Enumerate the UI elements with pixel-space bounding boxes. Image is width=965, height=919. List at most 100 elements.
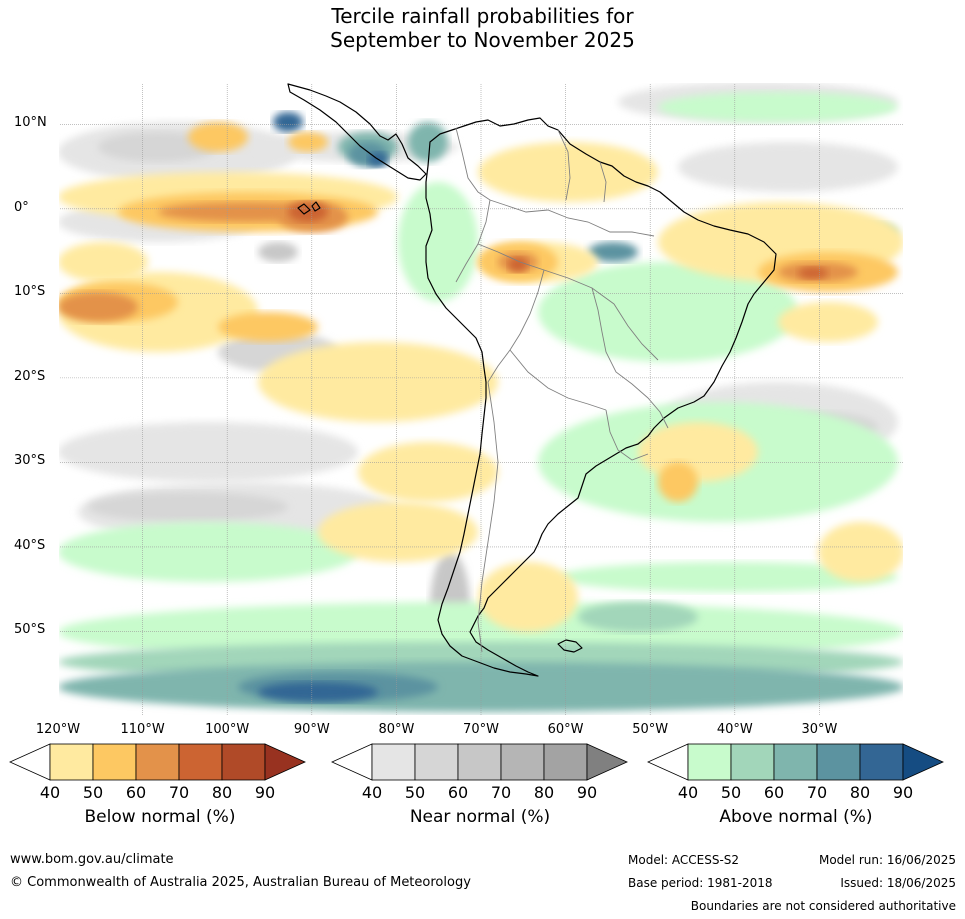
latitude-label: 10°N	[14, 115, 47, 131]
probability-patch	[188, 122, 248, 152]
legend-swatch	[859, 743, 904, 781]
legend-swatch	[730, 743, 775, 781]
footer-model: Model: ACCESS-S2	[628, 853, 740, 867]
graticule	[58, 82, 904, 716]
probability-patch	[658, 92, 898, 122]
probability-patch	[588, 242, 638, 262]
map-title-line1: Tercile rainfall probabilities for	[331, 4, 634, 28]
legend-swatch	[178, 743, 223, 781]
probability-patch	[508, 257, 528, 272]
probability-patch	[678, 142, 898, 192]
longitude-label: 30°W	[801, 722, 838, 737]
legend-upper-arrow	[264, 743, 306, 781]
probability-patch	[88, 492, 288, 522]
legend-tick-label: 50	[720, 783, 742, 802]
coastlines	[287, 83, 777, 677]
legend-tick-label: 90	[254, 783, 276, 802]
legend-near-normal	[331, 743, 628, 781]
latitude-label: 20°S	[14, 368, 46, 384]
probability-patch	[638, 422, 758, 482]
probability-patch	[273, 112, 303, 132]
legend-tick-label: 40	[677, 783, 699, 802]
longitude-label: 80°W	[378, 722, 415, 737]
probability-patch	[358, 442, 498, 502]
rainfall-map	[58, 82, 904, 716]
footer-url[interactable]: www.bom.gov.au/climate	[10, 852, 174, 867]
legend-tick-label: 50	[82, 783, 104, 802]
probability-patch	[318, 502, 478, 562]
latitude-label: 40°S	[14, 537, 46, 553]
probability-patch	[778, 302, 878, 342]
legend-tick-label: 70	[168, 783, 190, 802]
legend-swatch	[135, 743, 180, 781]
legend-swatch	[457, 743, 502, 781]
footer-model-run: Model run: 16/06/2025	[818, 853, 956, 867]
footer-issued: Issued: 18/06/2025	[840, 876, 956, 890]
longitude-label: 100°W	[205, 722, 250, 737]
legend-near-normal-title: Near normal (%)	[409, 807, 551, 827]
probability-patch	[258, 342, 498, 422]
longitude-label: 120°W	[35, 722, 81, 737]
legend-upper-arrow	[586, 743, 628, 781]
legend-below-normal-title: Below normal (%)	[84, 807, 236, 827]
probability-patch	[258, 682, 378, 702]
legend-swatch	[687, 743, 732, 781]
probability-patch	[58, 422, 358, 482]
legend-below-normal	[9, 743, 306, 781]
probability-patch	[98, 132, 218, 162]
latitude-label: 10°S	[14, 284, 46, 300]
legend-swatch	[543, 743, 588, 781]
legend-tick-label: 50	[404, 783, 426, 802]
longitude-label: 60°W	[547, 722, 584, 737]
legend-tick-label: 40	[361, 783, 383, 802]
legend-tick-label: 80	[211, 783, 233, 802]
legend-swatch	[773, 743, 818, 781]
legend-upper-arrow	[902, 743, 944, 781]
probability-patch	[58, 242, 148, 282]
probability-patch	[558, 562, 898, 592]
probability-patch	[658, 462, 698, 502]
legend-swatch	[92, 743, 137, 781]
longitude-label: 50°W	[632, 722, 669, 737]
country-borders	[455, 127, 669, 653]
legend-tick-label: 40	[39, 783, 61, 802]
legend-swatch	[816, 743, 861, 781]
legend-tick-label: 70	[806, 783, 828, 802]
legend-swatch	[414, 743, 459, 781]
legend-swatch	[221, 743, 266, 781]
legend-tick-label: 70	[490, 783, 512, 802]
legend-swatch	[500, 743, 545, 781]
latitude-label: 50°S	[14, 622, 46, 638]
probability-patch	[58, 292, 138, 322]
probability-patch	[398, 182, 478, 302]
legend-tick-label: 60	[125, 783, 147, 802]
probability-patch	[818, 522, 904, 582]
footer-copyright: © Commonwealth of Australia 2025, Austra…	[10, 875, 471, 890]
south-america-coast	[425, 117, 777, 677]
legend-above-normal-title: Above normal (%)	[719, 807, 873, 827]
probability-patch	[218, 312, 318, 342]
legend-tick-label: 90	[892, 783, 914, 802]
footer-base-period: Base period: 1981-2018	[628, 876, 773, 890]
legend-lower-arrow	[331, 743, 373, 781]
falkland-islands	[557, 639, 583, 653]
probability-patch	[58, 522, 358, 582]
galapagos-islands	[297, 203, 311, 215]
legend-swatch	[49, 743, 94, 781]
probability-patch	[578, 602, 698, 632]
central-america-coast	[287, 83, 427, 181]
probability-patch	[478, 562, 578, 632]
legend-lower-arrow	[9, 743, 51, 781]
legend-tick-label: 60	[447, 783, 469, 802]
map-frame	[58, 82, 904, 716]
longitude-label: 90°W	[293, 722, 330, 737]
footer-disclaimer: Boundaries are not considered authoritat…	[690, 899, 956, 913]
legend-tick-label: 80	[533, 783, 555, 802]
legend-tick-label: 80	[849, 783, 871, 802]
probability-patch	[408, 122, 448, 162]
legend-above-normal	[647, 743, 944, 781]
map-title-line2: September to November 2025	[330, 28, 635, 52]
legend-tick-label: 60	[763, 783, 785, 802]
probability-patch	[288, 132, 328, 152]
legend-tick-label: 90	[576, 783, 598, 802]
